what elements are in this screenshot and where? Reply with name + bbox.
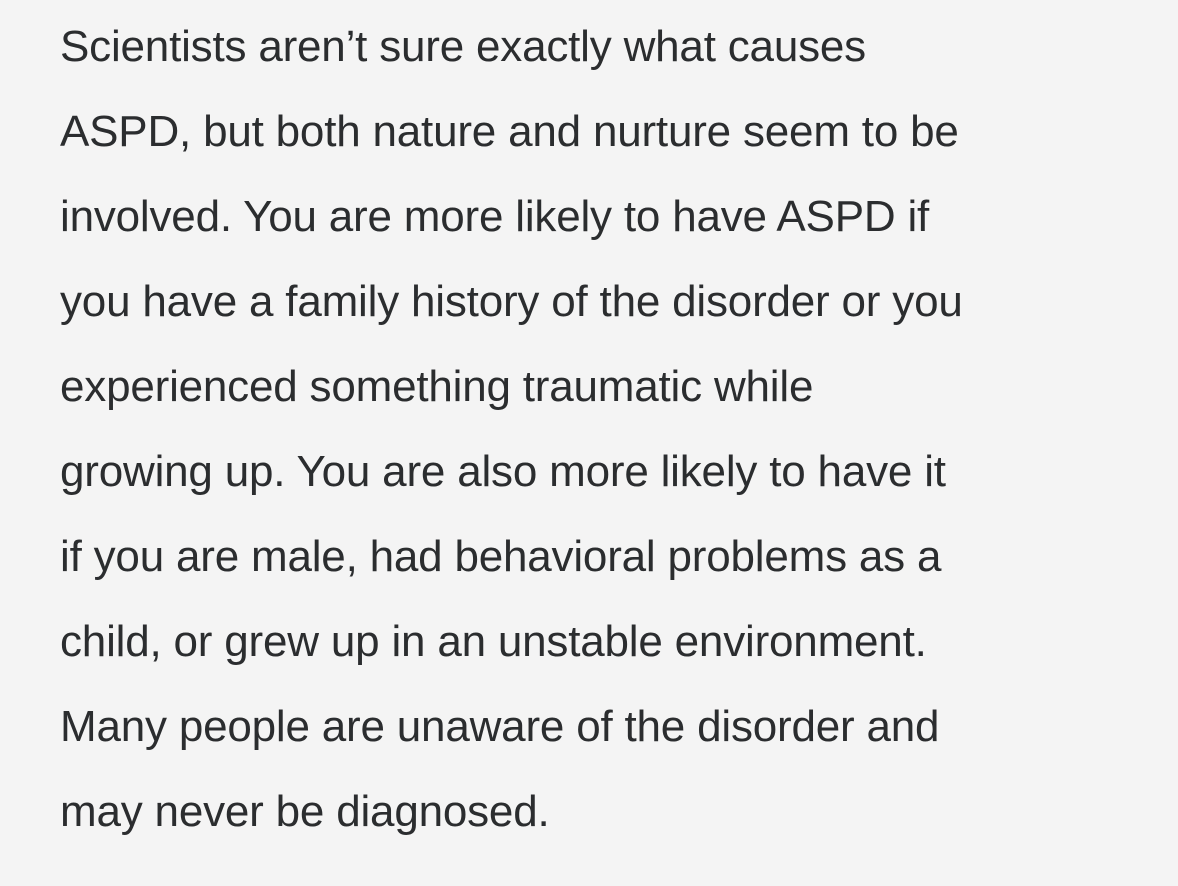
paragraph-text: Scientists aren’t sure exactly what caus… bbox=[60, 22, 963, 836]
